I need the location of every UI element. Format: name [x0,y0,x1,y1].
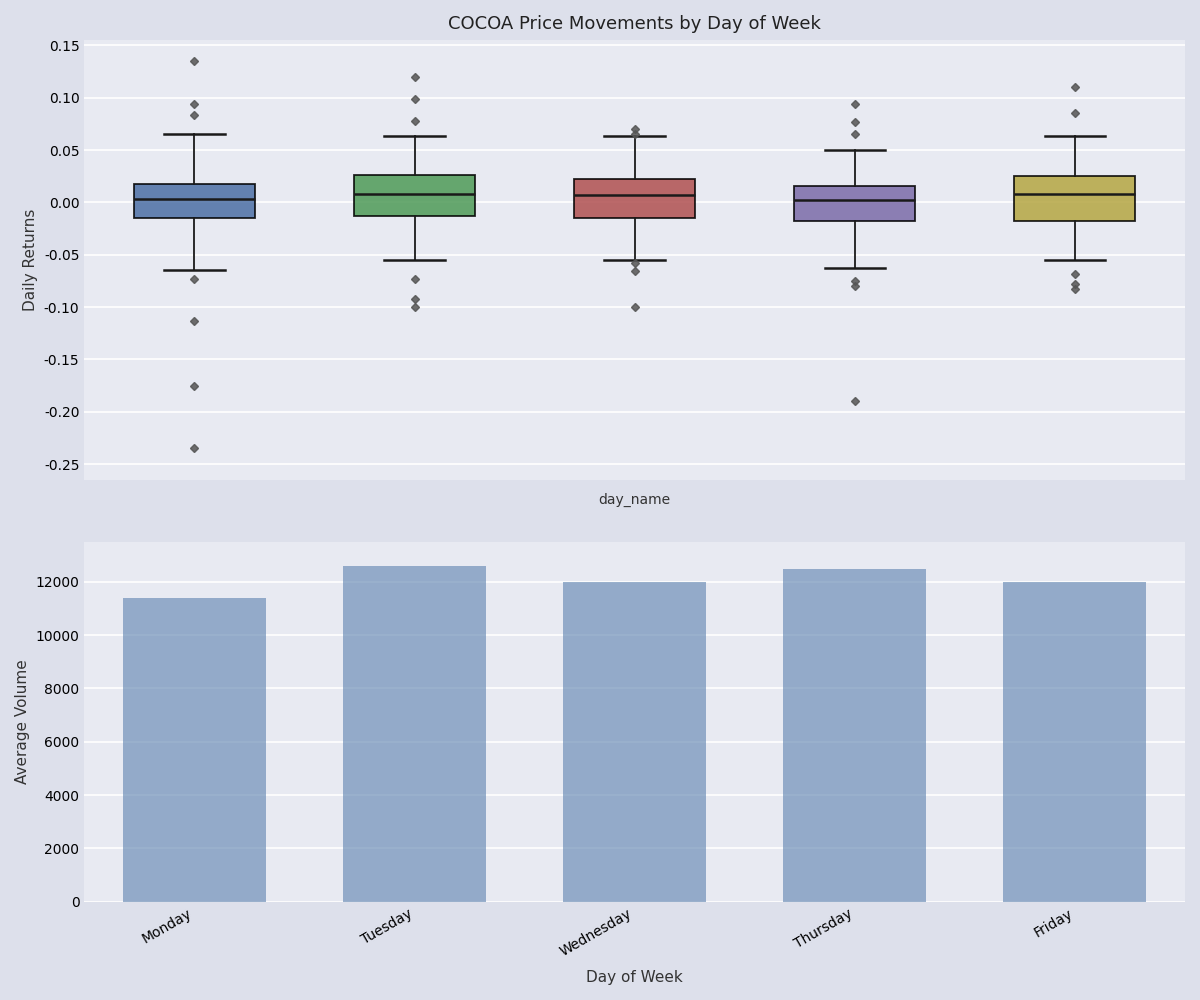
Y-axis label: Average Volume: Average Volume [14,659,30,784]
Bar [784,569,926,902]
PathPatch shape [794,186,916,221]
Title: COCOA Price Movements by Day of Week: COCOA Price Movements by Day of Week [449,15,821,33]
PathPatch shape [134,184,254,218]
Bar [343,566,486,902]
Y-axis label: Daily Returns: Daily Returns [23,209,38,311]
Bar [122,598,266,902]
PathPatch shape [354,175,475,216]
PathPatch shape [1014,176,1135,221]
X-axis label: day_name: day_name [599,493,671,507]
Bar [1003,582,1146,902]
PathPatch shape [574,179,695,218]
Bar [563,582,706,902]
X-axis label: Day of Week: Day of Week [587,970,683,985]
